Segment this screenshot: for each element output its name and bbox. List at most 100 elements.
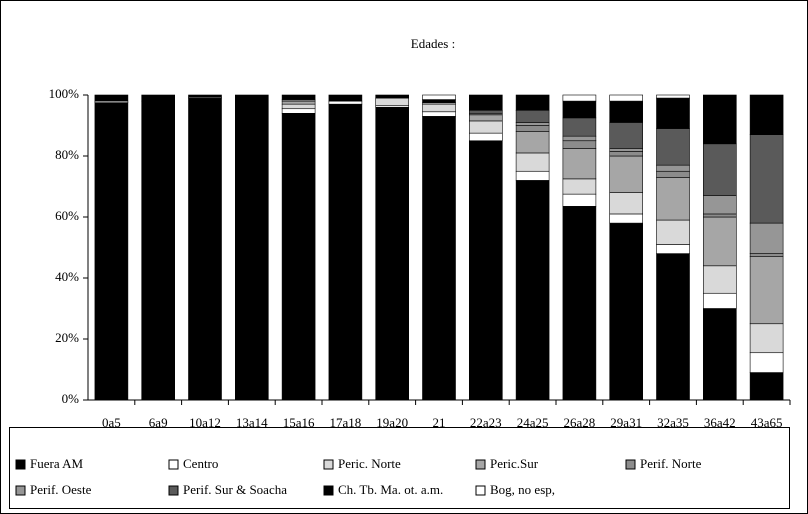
- legend-swatch: [15, 485, 26, 496]
- bar-segment: [141, 94, 175, 102]
- bar-segment: [609, 148, 644, 152]
- legend-box: [9, 427, 790, 509]
- bar-segment: [609, 213, 644, 224]
- bar-segment: [749, 253, 784, 257]
- bar-segment: [562, 100, 597, 119]
- bar-segment: [141, 100, 175, 401]
- bar-segment: [515, 94, 550, 111]
- bar-segment: [515, 122, 550, 126]
- legend-label: Ch. Tb. Ma. ot. a.m.: [338, 482, 443, 497]
- legend-swatch: [323, 459, 334, 470]
- bar-segment: [656, 170, 690, 178]
- bar-segment: [515, 152, 550, 172]
- bar-segment: [515, 109, 550, 123]
- bar-segment: [328, 94, 363, 102]
- bar-segment: [515, 170, 550, 181]
- bar-segment: [422, 99, 456, 103]
- bar-segment: [188, 97, 222, 401]
- bar-segment: [235, 94, 269, 401]
- y-tick-label: 100%: [49, 86, 80, 101]
- bar-segment: [422, 116, 456, 401]
- bar-segment: [609, 151, 644, 157]
- bar-segment: [609, 94, 644, 102]
- bar-segment: [375, 94, 410, 99]
- legend-label: Centro: [183, 456, 218, 471]
- legend-swatch: [15, 459, 26, 470]
- bar-segment: [562, 117, 597, 137]
- bar-segment: [515, 125, 550, 132]
- x-tick-label: 6a9: [149, 415, 168, 430]
- bar-segment: [702, 308, 737, 401]
- bar-segment: [375, 106, 410, 401]
- bar-segment: [281, 113, 316, 401]
- bar-segment: [562, 193, 597, 207]
- bar-segment: [422, 103, 456, 113]
- bar-segment: [515, 131, 550, 154]
- bar-segment: [468, 114, 503, 122]
- x-tick-label: 36a42: [704, 415, 736, 430]
- x-tick-label: 19a20: [376, 415, 408, 430]
- bar-segment: [515, 180, 550, 401]
- bar-segment: [422, 111, 456, 117]
- bar-segment: [656, 164, 690, 172]
- bar-segment: [609, 100, 644, 123]
- legend-label: Peric. Norte: [338, 456, 401, 471]
- legend-label: Bog, no esp,: [490, 482, 555, 497]
- bar-segment: [328, 100, 363, 105]
- bar-segment: [468, 132, 503, 142]
- bar-segment: [749, 134, 784, 224]
- bar-segment: [422, 94, 456, 100]
- x-tick-label: 29a31: [610, 415, 642, 430]
- bar-segment: [749, 222, 784, 254]
- legend-label: Perif. Norte: [640, 456, 702, 471]
- bar-segment: [188, 94, 222, 98]
- x-tick-label: 26a28: [564, 415, 596, 430]
- bar-segment: [702, 195, 737, 215]
- bar-segment: [562, 94, 597, 102]
- x-tick-label: 21: [433, 415, 446, 430]
- bar-segment: [562, 178, 597, 195]
- bar-segment: [749, 323, 784, 354]
- y-tick-label: 20%: [55, 330, 79, 345]
- y-tick-label: 40%: [55, 269, 79, 284]
- x-tick-label: 15a16: [283, 415, 315, 430]
- legend-label: Perif. Oeste: [30, 482, 92, 497]
- legend-label: Fuera AM: [30, 456, 84, 471]
- bar-segment: [656, 97, 690, 129]
- bar-segment: [468, 109, 503, 114]
- x-tick-label: 0a5: [102, 415, 121, 430]
- x-tick-label: 43a65: [751, 415, 783, 430]
- bar-segment: [656, 128, 690, 166]
- legend-swatch: [475, 485, 486, 496]
- bar-segment: [749, 94, 784, 135]
- bar-segment: [609, 192, 644, 215]
- legend-swatch: [475, 459, 486, 470]
- bar-segment: [562, 135, 597, 142]
- bar-segment: [281, 108, 316, 114]
- bar-segment: [328, 103, 363, 401]
- legend-swatch: [168, 459, 179, 470]
- bar-segment: [609, 122, 644, 149]
- bar-segment: [562, 140, 597, 149]
- bar-segment: [94, 102, 129, 401]
- y-tick-label: 80%: [55, 147, 79, 162]
- y-tick-label: 0%: [62, 391, 80, 406]
- bar-segment: [656, 219, 690, 245]
- bar-segment: [562, 206, 597, 401]
- y-tick-label: 60%: [55, 208, 79, 223]
- bar-segment: [375, 97, 410, 106]
- x-tick-label: 10a12: [189, 415, 221, 430]
- chart-title: Edades :: [411, 36, 455, 51]
- bar-segment: [702, 216, 737, 267]
- x-tick-label: 17a18: [330, 415, 362, 430]
- legend-label: Peric.Sur: [490, 456, 539, 471]
- bar-segment: [468, 120, 503, 134]
- bar-segment: [609, 155, 644, 193]
- bar-segment: [281, 100, 316, 105]
- bar-segment: [562, 148, 597, 180]
- bar-segment: [281, 103, 316, 110]
- bar-segment: [749, 256, 784, 325]
- legend-label: Perif. Sur & Soacha: [183, 482, 287, 497]
- bar-segment: [656, 94, 690, 99]
